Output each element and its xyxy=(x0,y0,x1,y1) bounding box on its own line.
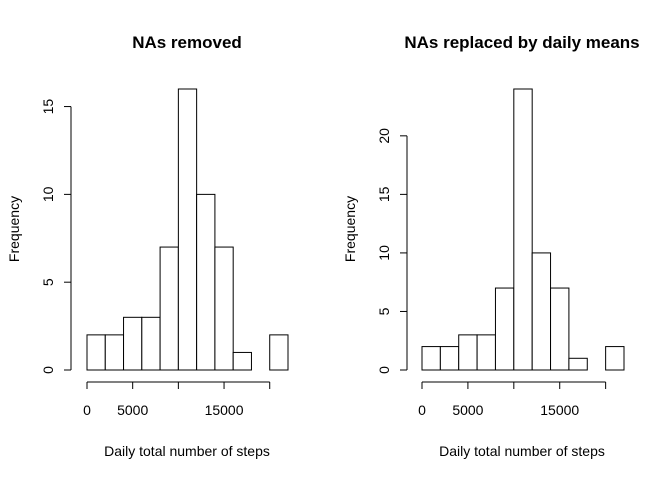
histogram-bar xyxy=(196,193,216,371)
histogram-bar xyxy=(232,351,252,371)
histogram-bar xyxy=(494,287,515,371)
y-axis-label: Frequency xyxy=(342,196,358,262)
histogram-bar xyxy=(86,334,106,371)
histogram-panel-na-removed: NAs removed Daily total number of steps … xyxy=(6,33,289,459)
x-tick-label: 15000 xyxy=(540,402,579,418)
y-tick-label: 10 xyxy=(40,186,56,202)
histogram-bar xyxy=(550,287,570,371)
histogram-bar xyxy=(214,246,234,371)
y-tick-label: 0 xyxy=(376,366,392,374)
histogram-bar xyxy=(421,346,441,371)
y-axis-label: Frequency xyxy=(6,196,22,262)
histogram-bar xyxy=(104,334,125,371)
y-axis: 0 5 10 15 20 xyxy=(376,128,408,374)
bar-group xyxy=(86,88,289,371)
histogram-bar xyxy=(159,246,179,371)
y-tick-label: 20 xyxy=(376,128,392,144)
histogram-bar xyxy=(568,357,588,371)
histogram-bar xyxy=(476,334,496,371)
histogram-bar xyxy=(513,88,533,371)
x-tick-label: 15000 xyxy=(205,402,244,418)
y-axis: 0 5 10 15 xyxy=(40,99,72,374)
histogram-bar xyxy=(439,346,460,371)
histogram-bar xyxy=(531,252,552,371)
bar-group xyxy=(421,88,625,371)
y-tick-label: 0 xyxy=(40,366,56,374)
histogram-bar xyxy=(605,346,625,371)
x-axis: 0 5000 15000 xyxy=(418,381,607,418)
y-tick-label: 5 xyxy=(40,278,56,286)
histogram-bar xyxy=(141,316,161,371)
y-tick-label: 15 xyxy=(376,186,392,202)
histogram-bar xyxy=(269,334,289,371)
chart-title: NAs replaced by daily means xyxy=(404,33,639,52)
x-tick-label: 0 xyxy=(83,402,91,418)
y-tick-label: 15 xyxy=(40,99,56,115)
y-tick-label: 5 xyxy=(376,307,392,315)
x-axis-label: Daily total number of steps xyxy=(104,443,270,459)
histogram-bar xyxy=(458,334,478,371)
y-tick-label: 10 xyxy=(376,245,392,261)
histogram-bar xyxy=(123,316,143,371)
histogram-panel-na-replaced: NAs replaced by daily means Daily total … xyxy=(342,33,640,459)
x-axis-label: Daily total number of steps xyxy=(439,443,605,459)
chart-title: NAs removed xyxy=(132,33,242,52)
histogram-bar xyxy=(177,88,198,371)
x-tick-label: 5000 xyxy=(117,402,148,418)
x-tick-label: 0 xyxy=(418,402,426,418)
x-tick-label: 5000 xyxy=(452,402,483,418)
x-axis: 0 5000 15000 xyxy=(83,381,271,418)
